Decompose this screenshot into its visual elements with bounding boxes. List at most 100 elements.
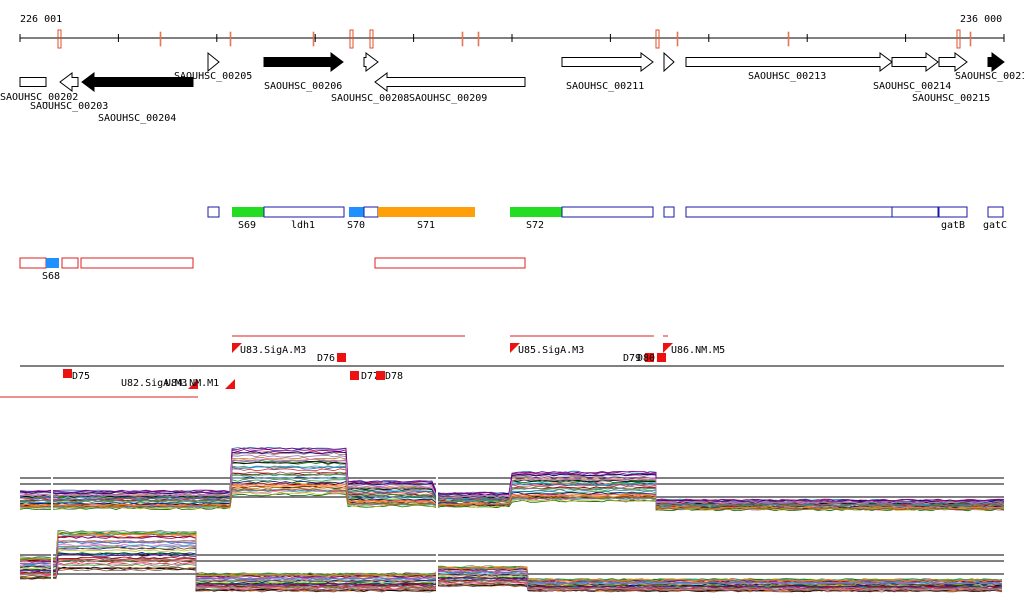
- gene-shape[interactable]: [263, 52, 344, 72]
- antisense-box-s68[interactable]: [46, 258, 59, 268]
- gene-feature[interactable]: SAOUHSC_00211: [561, 52, 654, 92]
- annotation-label: S71: [417, 220, 435, 231]
- gene-shape[interactable]: [19, 77, 47, 87]
- promoter-flag-icon[interactable]: [663, 343, 673, 366]
- promoter-marker[interactable]: U83.SigA.M3: [232, 343, 306, 366]
- expression-trace: [19, 539, 1003, 584]
- promoter-marker[interactable]: U86.NM.M5: [663, 343, 725, 366]
- annotation-box-gatb[interactable]: [938, 206, 968, 218]
- gene-shape[interactable]: [374, 72, 526, 92]
- terminator-marker[interactable]: D77: [350, 371, 379, 382]
- ruler-peak-mark: [349, 29, 354, 49]
- promoter-label: U84.NM.M1: [165, 378, 219, 389]
- annotation-box-s72[interactable]: [510, 207, 562, 217]
- terminator-icon[interactable]: [350, 371, 359, 380]
- promoter-marker[interactable]: U82.SigA.M3: [121, 366, 198, 389]
- terminator-label: D79: [623, 353, 641, 364]
- annotation-box[interactable]: [685, 206, 893, 218]
- gene-feature[interactable]: SAOUHSC_00209: [374, 72, 526, 104]
- gene-feature[interactable]: SAOUHSC_00208: [331, 52, 409, 104]
- gene-shape[interactable]: [59, 72, 79, 92]
- annotation-box-gatc[interactable]: [987, 206, 1004, 218]
- gene-shape[interactable]: [891, 52, 939, 72]
- ruler-peak-mark: [229, 31, 232, 47]
- annotation-box[interactable]: [207, 206, 220, 218]
- annotation-label: ldh1: [291, 220, 315, 231]
- ruler-peak-mark: [159, 31, 162, 47]
- terminator-icon[interactable]: [657, 353, 666, 362]
- gene-feature[interactable]: SAOUHSC_00203: [30, 72, 108, 112]
- annotation-box[interactable]: [891, 206, 939, 218]
- expression-trace: [20, 553, 1003, 589]
- annotation-box-s70[interactable]: [349, 207, 364, 217]
- antisense-box[interactable]: [19, 257, 47, 269]
- terminator-marker[interactable]: D80: [637, 353, 666, 364]
- gene-feature[interactable]: SAOUHSC_00213: [685, 52, 893, 82]
- gene-shape[interactable]: [685, 52, 893, 72]
- expression-trace: [19, 535, 1003, 583]
- expression-trace: [19, 546, 1003, 586]
- terminator-icon[interactable]: [645, 353, 654, 362]
- gene-shape[interactable]: [987, 52, 1005, 72]
- gene-label: SAOUHSC_00215: [912, 93, 990, 104]
- antisense-box[interactable]: [374, 257, 526, 269]
- annotation-box[interactable]: [561, 206, 654, 218]
- terminator-marker[interactable]: D78: [376, 371, 403, 382]
- promoter-marker[interactable]: U84.NM.M1: [165, 366, 235, 389]
- promoter-flag-icon[interactable]: [510, 343, 520, 366]
- gene-shape[interactable]: [81, 72, 194, 92]
- annotation-box[interactable]: [663, 206, 675, 218]
- gene-shape[interactable]: [207, 51, 220, 73]
- expression-lines: [19, 529, 1003, 593]
- gene-shape[interactable]: [561, 52, 654, 72]
- terminator-label: D77: [361, 371, 379, 382]
- gene-shape[interactable]: [663, 51, 675, 73]
- terminator-marker[interactable]: D76: [317, 353, 346, 364]
- gene-feature[interactable]: SAOUHSC_0021: [955, 52, 1024, 82]
- annotation-box-s69[interactable]: [232, 207, 264, 217]
- annotation-box-s71[interactable]: [378, 207, 475, 217]
- gene-shape[interactable]: [363, 52, 379, 72]
- promoter-flag-icon[interactable]: [232, 343, 242, 366]
- promoter-marker[interactable]: U85.SigA.M3: [510, 343, 584, 366]
- ruler-peak-mark: [956, 29, 961, 49]
- ruler-ticks: [19, 29, 1005, 49]
- expression-trace: [20, 562, 1003, 591]
- terminator-label: D78: [385, 371, 403, 382]
- gene-label: SAOUHSC_00208: [331, 93, 409, 104]
- ruler-end-label: 236 000: [960, 14, 1002, 25]
- antisense-box[interactable]: [80, 257, 194, 269]
- annotation-box[interactable]: [363, 206, 379, 218]
- annotation-label: gatB: [941, 220, 965, 231]
- terminator-icon[interactable]: [376, 371, 385, 380]
- expression-trace: [19, 531, 1003, 582]
- gene-feature[interactable]: SAOUHSC_00214: [873, 52, 951, 92]
- expression-trace: [19, 458, 1005, 504]
- expression-lines: [19, 446, 1005, 512]
- terminator-label: D76: [317, 353, 335, 364]
- annotation-box-ldh1[interactable]: [263, 206, 345, 218]
- gene-feature[interactable]: SAOUHSC_00204: [81, 72, 194, 124]
- coordinate-ruler: 226 001 236 000: [19, 14, 1005, 49]
- promoter-flag-icon[interactable]: [225, 366, 235, 389]
- gene-feature[interactable]: SAOUHSC_00206: [263, 52, 344, 92]
- gene-shape[interactable]: [938, 52, 968, 72]
- annotation-label: S70: [347, 220, 365, 231]
- gene-feature[interactable]: [663, 51, 675, 73]
- gene-feature[interactable]: SAOUHSC_00215: [912, 52, 990, 104]
- expression-trace: [19, 540, 1003, 585]
- gene-track: SAOUHSC_00202 SAOUHSC_00203 SAOUHSC_0020…: [0, 51, 1024, 124]
- terminator-icon[interactable]: [63, 369, 72, 378]
- regulatory-track: U83.SigA.M3 U85.SigA.M3 U86.NM.M5 U82.Si…: [0, 335, 1004, 398]
- gene-feature[interactable]: SAOUHSC_00202: [0, 77, 78, 104]
- expression-trace: [19, 473, 1005, 508]
- gene-label: SAOUHSC_00204: [98, 113, 176, 124]
- gene-feature[interactable]: SAOUHSC_00205: [174, 51, 252, 82]
- annotation-track: S69 ldh1 S70 S71 S72 gatB gatC: [207, 206, 1007, 231]
- antisense-box[interactable]: [61, 257, 79, 269]
- terminator-marker[interactable]: D75: [63, 369, 90, 382]
- terminator-marker[interactable]: D79: [623, 353, 654, 364]
- promoter-flag-icon[interactable]: [188, 366, 198, 389]
- terminator-icon[interactable]: [337, 353, 346, 362]
